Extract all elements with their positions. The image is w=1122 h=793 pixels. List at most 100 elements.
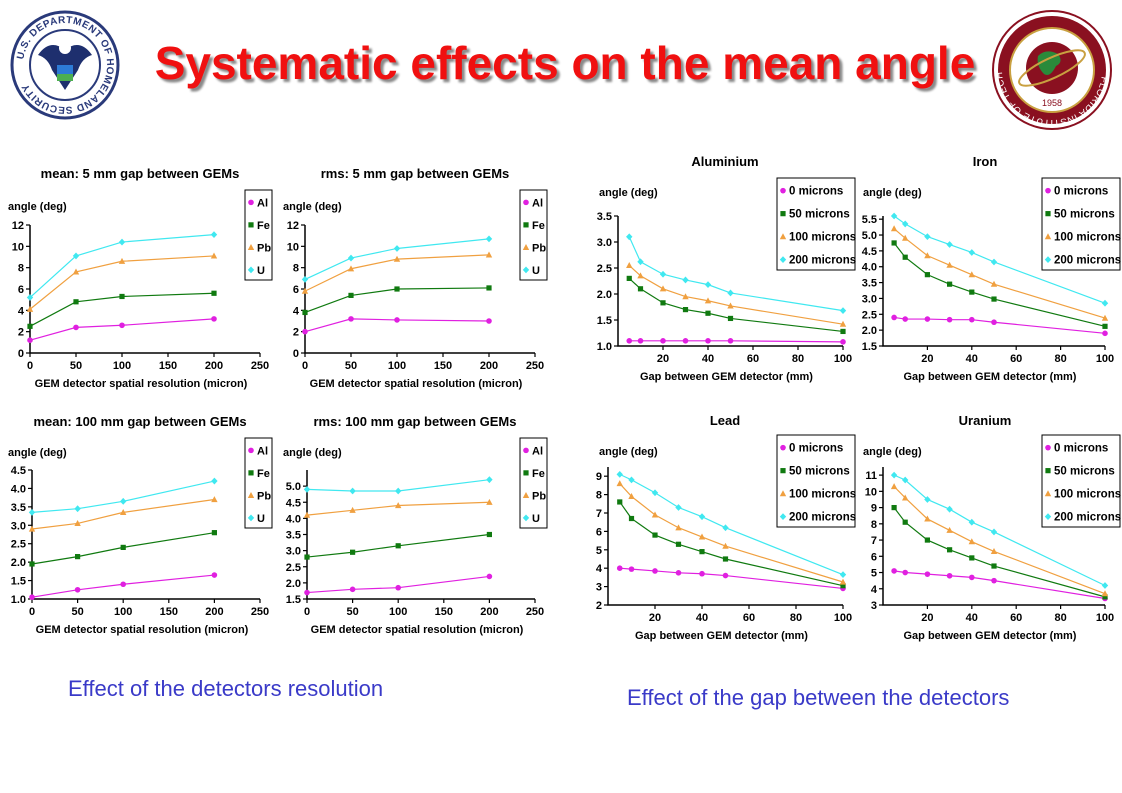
y-tick-label: 2.5 [286, 562, 301, 574]
data-point [924, 233, 931, 241]
y-tick-label: 10 [12, 241, 24, 253]
data-point [211, 572, 218, 578]
x-axis-label: GEM detector spatial resolution (micron) [311, 624, 524, 636]
data-point [486, 573, 493, 580]
data-point [637, 258, 644, 266]
data-point [902, 234, 909, 241]
data-point [968, 271, 975, 278]
data-point [902, 220, 909, 228]
x-tick-label: 20 [921, 612, 933, 624]
data-point [395, 584, 401, 591]
legend-label: Pb [532, 490, 546, 502]
series-line [31, 532, 215, 565]
x-tick-label: 100 [834, 612, 852, 624]
series-line [304, 254, 490, 292]
legend-marker [1045, 187, 1051, 194]
y-tick-label: 3.0 [862, 293, 877, 305]
series-line [29, 292, 215, 327]
data-point [675, 504, 682, 511]
data-point [347, 265, 355, 272]
x-tick-label: 80 [1054, 353, 1066, 365]
y-tick-label: 7 [871, 535, 877, 547]
series-line [306, 575, 490, 594]
legend-label: 100 microns [789, 489, 856, 501]
y-tick-label: 9 [871, 503, 877, 515]
data-point [727, 315, 734, 322]
data-point [628, 493, 635, 500]
data-point [947, 547, 953, 553]
data-point [73, 299, 79, 305]
x-tick-label: 250 [526, 360, 544, 372]
chart-uranium-gap: Uranium angle (deg) 3 4 5 6 7 8 9 10 11 20 40 60 80 100… [863, 413, 1121, 642]
y-tick-label: 4 [18, 305, 25, 317]
y-tick-label: 2.0 [597, 289, 612, 301]
y-tick-label: 2 [18, 327, 24, 339]
data-point [29, 561, 35, 567]
legend-marker [523, 470, 529, 476]
data-point [651, 489, 659, 497]
legend-marker [780, 468, 786, 474]
y-tick-label: 3.5 [11, 502, 26, 514]
chart-title: Aluminium [691, 154, 758, 169]
data-point [349, 487, 356, 495]
data-point [890, 225, 898, 232]
data-point [211, 530, 217, 536]
data-point [722, 524, 729, 532]
series-line [29, 318, 215, 341]
data-point [675, 541, 682, 547]
x-tick-label: 40 [702, 353, 714, 365]
data-point [29, 594, 35, 600]
legend-label: 0 microns [789, 186, 843, 198]
y-axis-label: angle (deg) [8, 447, 67, 459]
legend-marker [780, 187, 786, 194]
data-point [75, 554, 81, 560]
data-point [675, 570, 682, 576]
data-point [303, 511, 311, 518]
data-point [119, 293, 125, 300]
data-point [722, 572, 729, 579]
legend-label: 0 microns [1054, 186, 1108, 198]
x-tick-label: 200 [480, 360, 498, 372]
data-point [727, 289, 734, 297]
chart-rms-5mm-resolution: rms: 5 mm gap between GEMs angle (deg) 0 2 4… [283, 166, 548, 390]
legend-marker [1045, 211, 1051, 217]
data-point [675, 524, 682, 531]
legend-marker [522, 491, 530, 498]
series-line [306, 479, 490, 492]
data-point [990, 258, 998, 266]
y-tick-label: 2.0 [11, 557, 26, 569]
legend-marker [523, 447, 529, 454]
data-point [395, 543, 401, 549]
data-point [74, 505, 81, 513]
x-axis-label: Gap between GEM detector (mm) [904, 371, 1077, 383]
legend-marker [247, 243, 255, 250]
x-tick-label: 150 [159, 360, 177, 372]
y-tick-label: 12 [287, 220, 299, 232]
series-line [29, 255, 215, 310]
series-line [304, 318, 490, 333]
data-point [1101, 582, 1109, 589]
y-tick-label: 1.5 [597, 315, 612, 327]
data-point [616, 565, 623, 571]
x-tick-label: 200 [480, 606, 498, 618]
legend-label: 200 microns [1054, 512, 1121, 524]
data-point [991, 563, 997, 569]
legend-label: Fe [532, 220, 545, 232]
legend-label: 0 microns [789, 443, 843, 455]
y-tick-label: 2.5 [862, 309, 877, 321]
data-point [682, 307, 689, 313]
data-point [991, 319, 997, 326]
data-point [304, 554, 310, 560]
axes [29, 225, 260, 354]
data-point [946, 572, 953, 579]
caption-gap-effect: Effect of the gap between the detectors [627, 685, 1010, 710]
chart-lead-gap: Lead angle (deg) 2 3 4 5 6 7 8 9 20 40 60 80 100 Gap be… [596, 413, 856, 642]
x-tick-label: 60 [743, 612, 755, 624]
y-tick-label: 6 [596, 526, 602, 538]
legend-marker [248, 447, 254, 454]
x-tick-label: 100 [389, 606, 407, 618]
data-point [698, 533, 706, 540]
data-point [660, 338, 666, 344]
series-line [31, 498, 215, 530]
y-axis-label: angle (deg) [8, 201, 67, 213]
